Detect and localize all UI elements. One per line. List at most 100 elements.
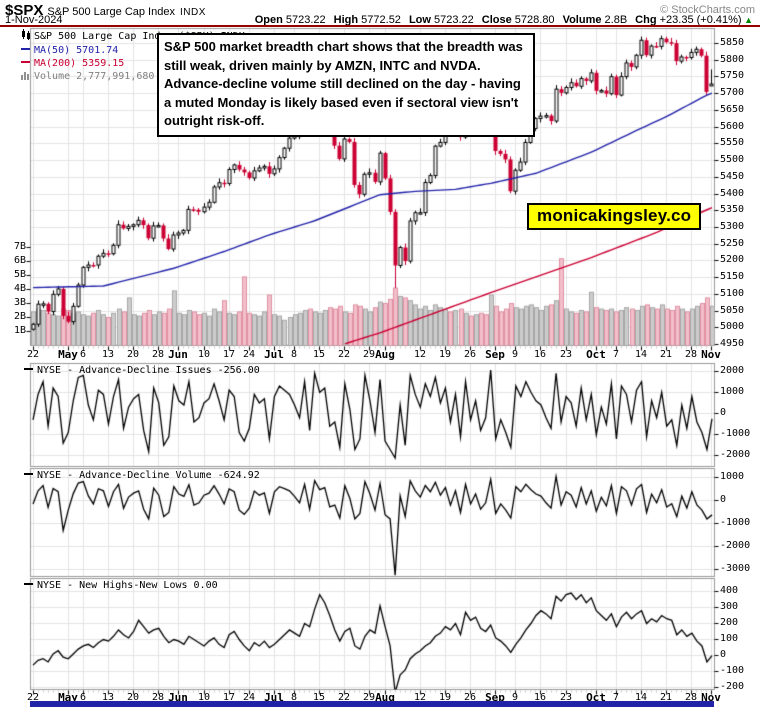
x-axis-label: 26 — [463, 349, 477, 360]
ohlc-value: 5728.80 — [511, 14, 555, 26]
x-axis-label: Jul — [264, 348, 284, 361]
x-axis-label: 7 — [612, 692, 620, 703]
main-chart-legend: S&P 500 Large Cap Index ($SPX) INDX MA(5… — [21, 29, 245, 84]
ohlc-label: High — [333, 14, 359, 26]
x-axis-label: 29 — [362, 349, 376, 360]
ad-volume-swatch — [24, 473, 33, 475]
y-axis-label: 5850 — [720, 37, 745, 48]
ad-volume-legend: NYSE - Advance-Decline Volume -624.92 — [24, 470, 260, 481]
x-axis-label: 26 — [463, 692, 477, 703]
volume-icon — [21, 71, 31, 84]
x-axis-label: 22 — [26, 692, 40, 703]
x-axis-label: Sep — [485, 691, 505, 704]
nhnl-swatch — [24, 583, 33, 585]
x-axis-label: 28 — [151, 692, 165, 703]
y-axis-label: 5700 — [720, 87, 745, 98]
x-axis-label: Oct — [586, 691, 606, 704]
change-up-arrow-icon: ▲ — [741, 15, 753, 25]
x-axis-label: 23 — [559, 349, 573, 360]
y-axis-label: 5600 — [720, 121, 745, 132]
x-axis-label: 22 — [337, 349, 351, 360]
x-axis-label: 21 — [659, 349, 673, 360]
x-axis-label: 19 — [438, 692, 452, 703]
y-axis-label: 5500 — [720, 154, 745, 165]
x-axis-label: 15 — [312, 692, 326, 703]
y-axis-label: 5350 — [720, 204, 745, 215]
x-axis-label: Sep — [485, 348, 505, 361]
x-axis-label: 29 — [362, 692, 376, 703]
watermark-site-label: monicakingsley.co — [527, 203, 702, 230]
y-axis-label: 0 — [720, 649, 727, 660]
x-axis-label: Jul — [264, 691, 284, 704]
legend-ma200-row: MA(200) 5359.15 — [21, 57, 245, 70]
y-axis-label: 400 — [720, 585, 739, 596]
y-axis-label: 5300 — [720, 221, 745, 232]
chart-header: $SPX S&P 500 Large Cap Index INDX © StockC… — [5, 2, 755, 19]
legend-title: S&P 500 Large Cap Index ($SPX) INDX — [34, 31, 245, 42]
y-axis-label: 5750 — [720, 70, 745, 81]
volume-axis-label: 7B — [13, 241, 26, 252]
volume-axis-label: 1B — [13, 325, 26, 336]
index-name: S&P 500 Large Cap Index — [47, 6, 175, 18]
x-axis-label: 23 — [559, 692, 573, 703]
chart-date: 1-Nov-2024 — [5, 14, 63, 26]
header-divider — [0, 25, 760, 27]
ohlc-label: Low — [408, 14, 431, 26]
ohlc-label: Volume — [562, 14, 602, 26]
legend-title-row: S&P 500 Large Cap Index ($SPX) INDX — [21, 29, 245, 44]
y-axis-label: 5100 — [720, 288, 745, 299]
x-axis-label: Aug — [375, 691, 395, 704]
ohlc-label: Open — [254, 14, 283, 26]
y-axis-label: 5450 — [720, 171, 745, 182]
y-axis-label: -3000 — [720, 563, 751, 574]
x-axis-label: 10 — [197, 692, 211, 703]
x-axis-label: 15 — [312, 349, 326, 360]
y-axis-label: 2000 — [720, 365, 745, 376]
y-axis-label: 100 — [720, 633, 739, 644]
legend-ma50-row: MA(50) 5701.74 — [21, 44, 245, 57]
ma200-label: MA(200) 5359.15 — [34, 58, 125, 69]
y-axis-label: -1000 — [720, 428, 751, 439]
ohlc-label: Close — [481, 14, 512, 26]
x-axis-label: 16 — [533, 692, 547, 703]
y-axis-label: -2000 — [720, 449, 751, 460]
y-axis-label: 5550 — [720, 137, 745, 148]
x-axis-label: 24 — [242, 692, 256, 703]
x-axis-label: Aug — [375, 348, 395, 361]
x-axis-label: 8 — [290, 349, 298, 360]
stockcharts-credit: © StockCharts.com — [660, 4, 755, 16]
x-axis-label: 16 — [533, 349, 547, 360]
x-axis-label: 22 — [337, 692, 351, 703]
y-axis-label: 1000 — [720, 471, 745, 482]
ad-issues-legend-text: NYSE - Advance-Decline Issues -256.00 — [37, 365, 260, 376]
x-axis-label: 21 — [659, 692, 673, 703]
y-axis-label: 200 — [720, 617, 739, 628]
x-axis-label: 12 — [413, 692, 427, 703]
ad-volume-legend-text: NYSE - Advance-Decline Volume -624.92 — [37, 470, 260, 481]
nhnl-legend-text: NYSE - New Highs-New Lows 0.00 — [37, 580, 218, 591]
x-axis-label: 13 — [101, 349, 115, 360]
x-axis-label: 24 — [242, 349, 256, 360]
x-axis-label: 28 — [684, 692, 698, 703]
ohlc-label: Chg — [635, 14, 657, 26]
x-axis-label: Jun — [168, 348, 188, 361]
y-axis-label: 5650 — [720, 104, 745, 115]
x-axis-label: 10 — [197, 349, 211, 360]
x-axis-label: 7 — [612, 349, 620, 360]
ohlc-value: 2.8B — [601, 14, 628, 26]
ma50-swatch — [21, 48, 30, 50]
x-axis-label: 17 — [222, 692, 236, 703]
nhnl-legend: NYSE - New Highs-New Lows 0.00 — [24, 580, 218, 591]
y-axis-label: 5200 — [720, 254, 745, 265]
y-axis-label: 5800 — [720, 54, 745, 65]
x-axis-label: 9 — [511, 349, 519, 360]
x-axis-label: 14 — [634, 349, 648, 360]
ad-issues-legend: NYSE - Advance-Decline Issues -256.00 — [24, 365, 260, 376]
y-axis-label: 5050 — [720, 305, 745, 316]
y-axis-label: 5400 — [720, 188, 745, 199]
y-axis-label: 5150 — [720, 271, 745, 282]
y-axis-label: 5000 — [720, 321, 745, 332]
exchange-label: INDX — [179, 7, 206, 18]
volume-axis-label: 4B — [13, 283, 26, 294]
x-axis-label: 19 — [438, 349, 452, 360]
